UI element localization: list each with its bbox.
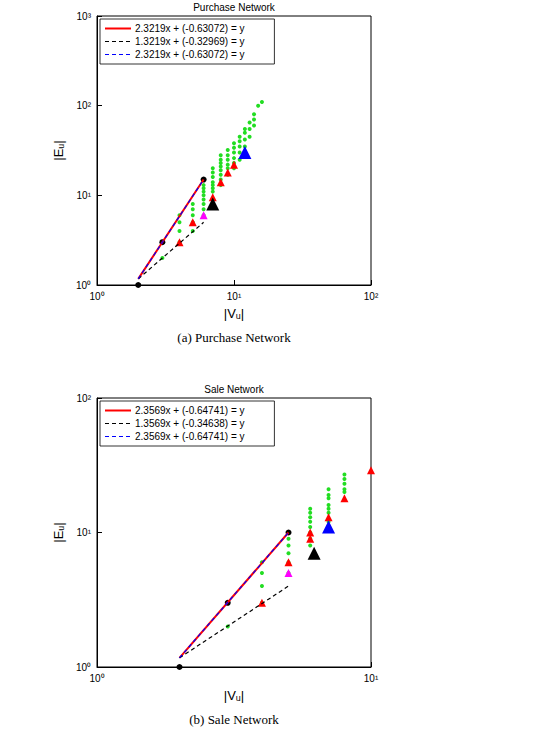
svg-text:2.3219x + (-0.63072) = y: 2.3219x + (-0.63072) = y xyxy=(135,49,245,60)
svg-text:2.3569x + (-0.64741) = y: 2.3569x + (-0.64741) = y xyxy=(135,405,245,416)
svg-text:|Eᵤ|: |Eᵤ| xyxy=(51,522,66,542)
svg-text:10²: 10² xyxy=(77,100,92,111)
svg-text:10²: 10² xyxy=(364,291,379,302)
svg-text:|Vᵤ|: |Vᵤ| xyxy=(224,306,244,321)
svg-text:10¹: 10¹ xyxy=(77,190,92,201)
svg-text:10⁰: 10⁰ xyxy=(89,673,104,684)
svg-text:Purchase Network: Purchase Network xyxy=(193,2,276,13)
svg-text:1.3219x + (-0.32969) = y: 1.3219x + (-0.32969) = y xyxy=(135,36,245,47)
svg-text:10⁰: 10⁰ xyxy=(76,280,91,291)
svg-text:10⁰: 10⁰ xyxy=(76,662,91,673)
svg-text:2.3569x + (-0.64741) = y: 2.3569x + (-0.64741) = y xyxy=(135,431,245,442)
svg-text:10¹: 10¹ xyxy=(227,291,242,302)
svg-text:(a) Purchase Network: (a) Purchase Network xyxy=(177,330,291,345)
svg-text:1.3569x + (-0.34638) = y: 1.3569x + (-0.34638) = y xyxy=(135,418,245,429)
svg-text:10³: 10³ xyxy=(77,11,92,22)
svg-text:2.3219x + (-0.63072) = y: 2.3219x + (-0.63072) = y xyxy=(135,23,245,34)
svg-text:10⁰: 10⁰ xyxy=(89,291,104,302)
svg-text:10¹: 10¹ xyxy=(364,673,379,684)
svg-text:10²: 10² xyxy=(77,393,92,404)
svg-text:10¹: 10¹ xyxy=(77,527,92,538)
svg-text:|Vᵤ|: |Vᵤ| xyxy=(224,688,244,703)
svg-text:|Eᵤ|: |Eᵤ| xyxy=(51,140,66,160)
svg-text:(b) Sale Network: (b) Sale Network xyxy=(189,712,279,727)
svg-text:Sale Network: Sale Network xyxy=(204,384,264,395)
